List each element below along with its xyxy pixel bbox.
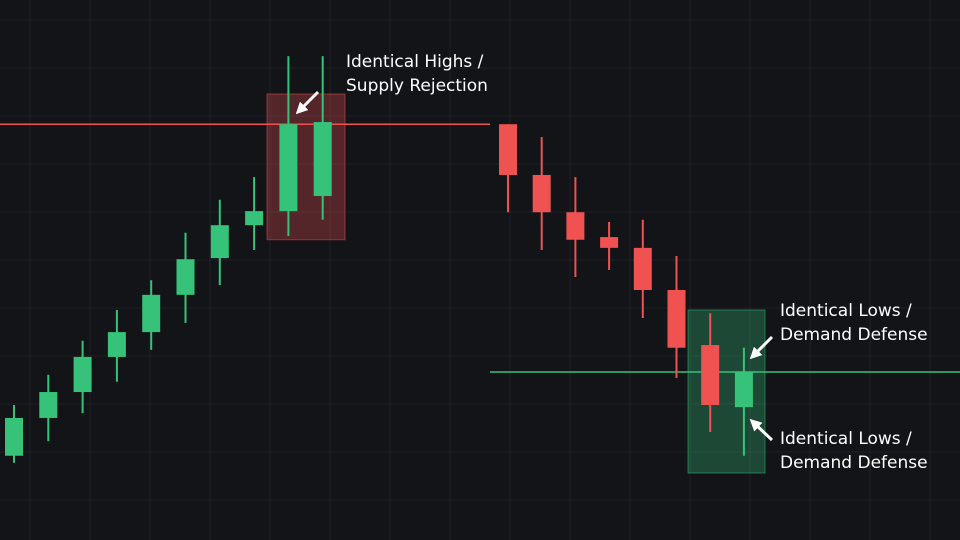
candle-body <box>667 289 686 348</box>
candle-body <box>5 417 23 456</box>
annotation-text: Demand Defense <box>780 453 928 473</box>
candle-body <box>279 124 298 212</box>
candle-body <box>701 345 720 405</box>
candle-body <box>107 332 126 357</box>
candle-body <box>245 211 264 226</box>
candle-body <box>734 372 753 408</box>
candle-body <box>176 259 195 295</box>
annotation-text: Identical Highs / <box>346 52 484 72</box>
candle-body <box>210 225 229 259</box>
annotation-arrow <box>295 90 320 115</box>
candle-body <box>73 356 92 393</box>
candle-body <box>499 124 517 175</box>
annotation-text: Identical Lows / <box>780 429 912 449</box>
candle-body <box>566 212 585 240</box>
candle-body <box>39 392 58 418</box>
annotation-text: Supply Rejection <box>346 76 488 96</box>
zone <box>687 309 766 474</box>
annotation-text: Identical Lows / <box>780 301 912 321</box>
annotation-arrow <box>749 418 774 442</box>
candle-body <box>313 122 332 197</box>
candle-body <box>600 237 619 248</box>
candle-body <box>532 174 551 213</box>
candle-body <box>633 247 652 290</box>
candle-body <box>142 294 161 333</box>
annotation-text: Demand Defense <box>780 325 928 345</box>
zone <box>266 93 346 241</box>
annotation-arrow <box>749 335 774 360</box>
